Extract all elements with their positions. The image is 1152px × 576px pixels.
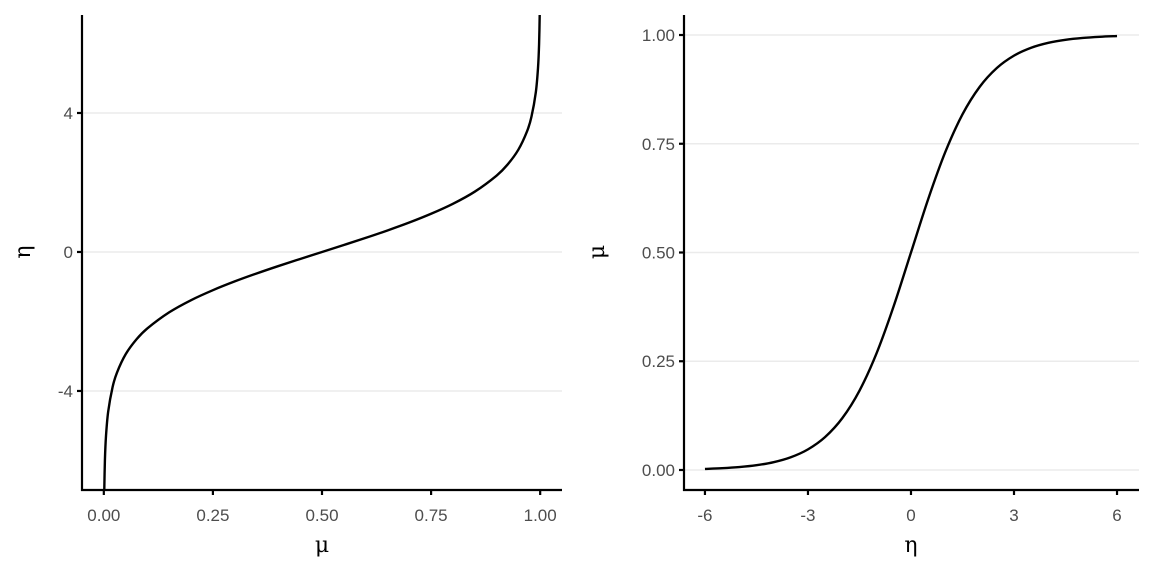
inverse-logit-panel: η μ 0.00 0.25 0.50 0.75 1.00 -6 -3 0 3 6 — [585, 15, 1139, 558]
x-tick-label: 0 — [906, 506, 915, 525]
y-tick-label: 0 — [64, 243, 73, 262]
y-tick-label: -4 — [58, 382, 73, 401]
x-tick-label: 6 — [1112, 506, 1121, 525]
y-tick-label: 0.00 — [642, 461, 675, 480]
x-tick-label: 3 — [1009, 506, 1018, 525]
x-tick-label: -3 — [800, 506, 815, 525]
y-tick-label: 0.75 — [642, 135, 675, 154]
y-tick-label: 1.00 — [642, 26, 675, 45]
y-axis-title: η — [11, 245, 36, 258]
x-tick-label: -6 — [697, 506, 712, 525]
x-tick-label: 0.50 — [305, 506, 338, 525]
x-tick-label: 0.75 — [415, 506, 448, 525]
series-line — [704, 34, 1118, 471]
x-tick-label: 1.00 — [524, 506, 557, 525]
y-tick-label: 0.25 — [642, 352, 675, 371]
x-axis-title: η — [904, 533, 917, 558]
x-tick-label: 0.25 — [196, 506, 229, 525]
x-axis-title: μ — [315, 533, 329, 558]
x-tick-label: 0.00 — [87, 506, 120, 525]
y-tick-label: 4 — [64, 104, 73, 123]
series-line — [103, 15, 541, 490]
logit-panel: μ η -4 0 4 0.00 0.25 0.50 0.75 1.00 — [11, 15, 562, 558]
y-tick-label: 0.50 — [642, 244, 675, 263]
y-axis-title: μ — [585, 245, 610, 259]
